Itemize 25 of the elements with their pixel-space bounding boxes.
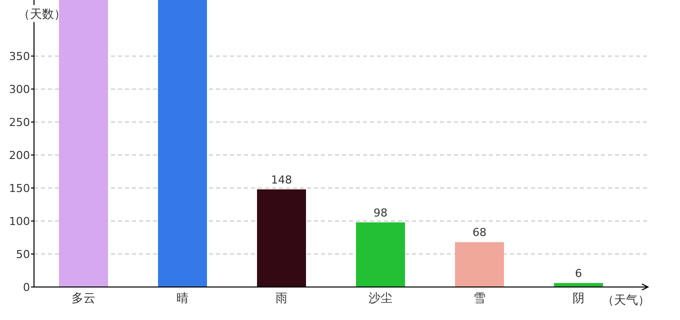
data-label: 98 bbox=[374, 206, 388, 220]
y-tick-label: 350 bbox=[9, 50, 30, 64]
bar bbox=[356, 222, 405, 287]
y-tick-label: 200 bbox=[9, 149, 30, 162]
bar bbox=[455, 242, 504, 287]
data-label: 68 bbox=[472, 226, 486, 240]
y-tick-label: 50 bbox=[16, 248, 30, 262]
y-tick-label: 100 bbox=[9, 215, 30, 228]
y-tick-label: 150 bbox=[9, 182, 30, 196]
x-tick-label: 雨 bbox=[276, 291, 288, 305]
y-tick-label: 0 bbox=[23, 281, 30, 294]
y-tick-label: 300 bbox=[9, 83, 30, 96]
y-tick-label: 250 bbox=[9, 116, 30, 130]
x-tick-label: 阴 bbox=[572, 291, 584, 305]
x-tick-label: 多云 bbox=[72, 291, 96, 305]
x-tick-label: 晴 bbox=[176, 291, 188, 305]
x-tick-label: 沙尘 bbox=[368, 291, 392, 305]
x-axis-title: （天气） bbox=[602, 293, 650, 307]
bar bbox=[257, 189, 306, 287]
y-axis-title: （天数） bbox=[18, 7, 66, 21]
bar bbox=[59, 0, 108, 287]
x-tick-label: 雪 bbox=[474, 291, 486, 305]
data-label: 148 bbox=[271, 173, 292, 186]
bar bbox=[158, 0, 207, 287]
data-label: 6 bbox=[575, 267, 582, 280]
